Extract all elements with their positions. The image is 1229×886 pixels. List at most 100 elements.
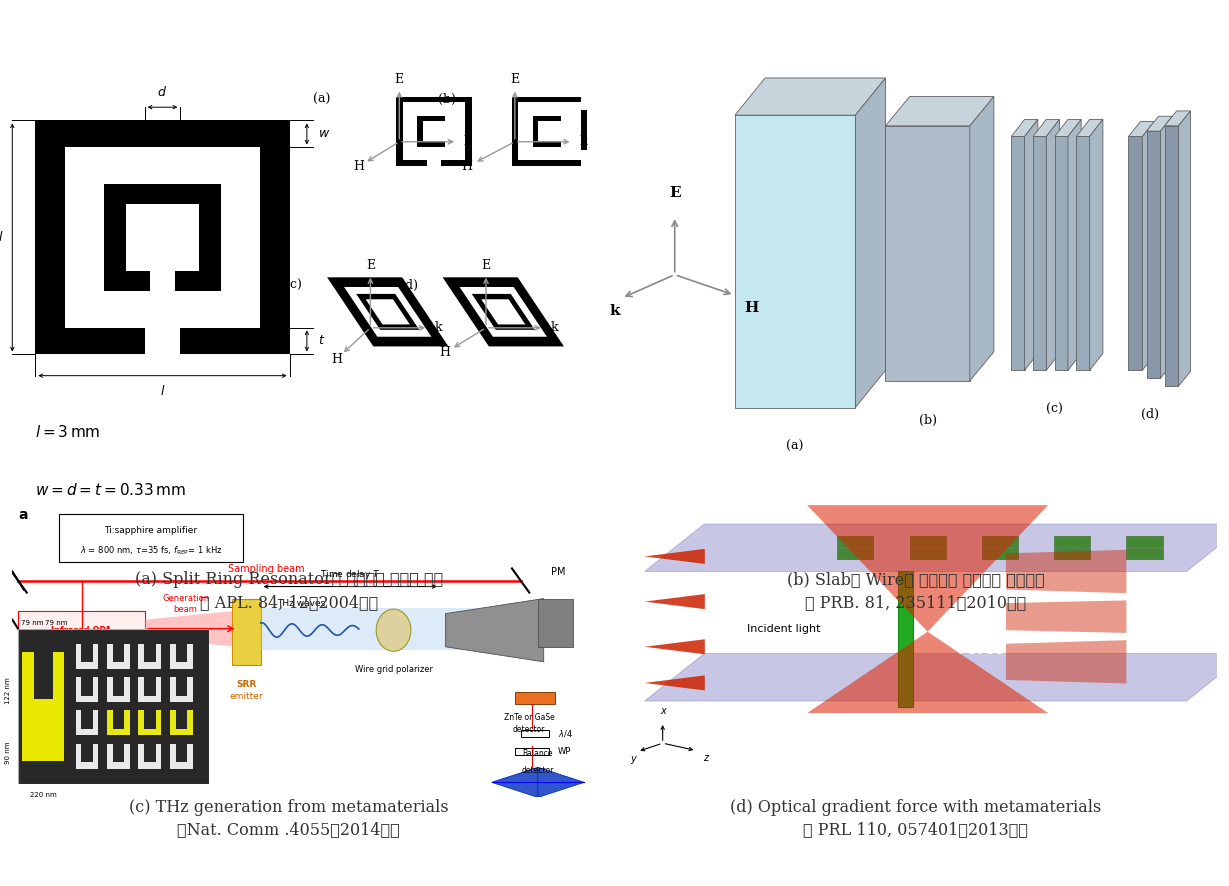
- Text: H: H: [462, 160, 473, 174]
- Bar: [65, 147, 261, 328]
- Bar: [560, 115, 567, 147]
- Text: $\tau$=140 fs: $\tau$=140 fs: [64, 649, 100, 661]
- Text: Sampling beam: Sampling beam: [229, 564, 305, 574]
- Text: PM: PM: [551, 568, 565, 578]
- Text: (c): (c): [285, 279, 302, 291]
- Polygon shape: [1046, 120, 1059, 370]
- Text: x: x: [660, 706, 666, 716]
- Text: H: H: [440, 346, 451, 360]
- Polygon shape: [1011, 136, 1025, 370]
- Polygon shape: [735, 115, 855, 408]
- Bar: [538, 599, 573, 647]
- Bar: [837, 548, 874, 559]
- Text: emitter: emitter: [230, 692, 263, 701]
- Polygon shape: [644, 595, 705, 610]
- Polygon shape: [1034, 120, 1059, 136]
- Text: (c): (c): [1046, 403, 1063, 416]
- Text: THz waves: THz waves: [277, 599, 326, 608]
- Polygon shape: [107, 744, 130, 768]
- Text: H: H: [353, 160, 364, 174]
- Text: $\lambda$ = 800 nm, $\tau$=35 fs, $f_\mathrm{REP}$= 1 kHz: $\lambda$ = 800 nm, $\tau$=35 fs, $f_\ma…: [80, 544, 222, 557]
- Polygon shape: [107, 711, 130, 735]
- Bar: [428, 159, 440, 166]
- Bar: [982, 548, 1018, 559]
- Text: (d) Optical gradient force with metamaterials: (d) Optical gradient force with metamate…: [730, 799, 1101, 816]
- Polygon shape: [644, 675, 705, 690]
- Bar: [445, 115, 451, 147]
- Bar: [1126, 548, 1163, 559]
- Polygon shape: [356, 294, 419, 330]
- Text: $t$: $t$: [318, 334, 326, 347]
- Polygon shape: [1054, 120, 1082, 136]
- Polygon shape: [644, 640, 705, 654]
- Text: $w = d = t = 0.33\,\mathrm{mm}$: $w = d = t = 0.33\,\mathrm{mm}$: [36, 482, 187, 498]
- Polygon shape: [472, 294, 535, 330]
- Polygon shape: [1011, 120, 1037, 136]
- Polygon shape: [107, 677, 130, 702]
- Text: k: k: [551, 322, 558, 334]
- Text: k: k: [463, 136, 471, 148]
- Polygon shape: [139, 711, 161, 735]
- Bar: [909, 548, 946, 559]
- Bar: [22, 652, 64, 761]
- Text: 220 nm: 220 nm: [29, 792, 57, 798]
- Polygon shape: [855, 78, 885, 408]
- Polygon shape: [460, 287, 547, 337]
- Bar: [897, 571, 913, 707]
- Polygon shape: [107, 644, 130, 669]
- Polygon shape: [735, 78, 885, 115]
- Text: $\lambda$=1,100–2,600 nm: $\lambda$=1,100–2,600 nm: [44, 638, 119, 649]
- Polygon shape: [445, 599, 543, 662]
- Bar: [104, 183, 221, 291]
- Text: $w$: $w$: [318, 128, 331, 141]
- Text: detector: detector: [522, 766, 554, 774]
- Polygon shape: [885, 97, 994, 126]
- Text: k: k: [579, 136, 586, 148]
- Text: (a) Split Ring Resonator와 전자파의 다양한 조합: (a) Split Ring Resonator와 전자파의 다양한 조합: [135, 571, 442, 588]
- Polygon shape: [970, 97, 994, 381]
- Bar: [580, 150, 587, 166]
- Text: $l$: $l$: [0, 230, 4, 245]
- Polygon shape: [170, 677, 193, 702]
- Polygon shape: [1142, 121, 1154, 370]
- Bar: [125, 204, 199, 271]
- Polygon shape: [807, 632, 1048, 713]
- Text: WP: WP: [558, 747, 571, 756]
- Text: H: H: [331, 353, 342, 366]
- Polygon shape: [1128, 121, 1154, 136]
- Text: (a): (a): [312, 93, 331, 105]
- Text: Wire grid polarizer: Wire grid polarizer: [354, 664, 433, 674]
- Text: （Nat. Comm .4055（2014））: （Nat. Comm .4055（2014））: [177, 821, 401, 838]
- Text: H: H: [745, 301, 758, 315]
- Polygon shape: [1025, 120, 1037, 370]
- Polygon shape: [170, 711, 193, 735]
- Text: (b): (b): [438, 93, 456, 105]
- Polygon shape: [327, 277, 449, 346]
- Bar: [1054, 548, 1090, 559]
- Polygon shape: [261, 608, 485, 649]
- Text: k: k: [610, 304, 621, 318]
- Bar: [519, 103, 580, 159]
- Text: E: E: [366, 259, 375, 272]
- Text: 122 nm: 122 nm: [5, 678, 11, 704]
- Text: Force: Force: [957, 642, 1005, 657]
- Polygon shape: [492, 767, 538, 797]
- Text: (c) THz generation from metamaterials: (c) THz generation from metamaterials: [129, 799, 449, 816]
- Polygon shape: [1147, 116, 1172, 131]
- Text: Generation
beam: Generation beam: [162, 595, 209, 614]
- Polygon shape: [75, 711, 98, 735]
- Text: E: E: [510, 73, 520, 86]
- Bar: [580, 95, 587, 111]
- Polygon shape: [1005, 641, 1126, 683]
- Polygon shape: [1077, 120, 1102, 136]
- Text: 79 nm: 79 nm: [45, 620, 68, 626]
- Ellipse shape: [376, 610, 410, 651]
- Polygon shape: [170, 711, 193, 735]
- Bar: [1126, 536, 1163, 547]
- Text: Time delay $T$: Time delay $T$: [320, 568, 381, 580]
- Bar: [59, 514, 243, 563]
- Polygon shape: [807, 505, 1048, 632]
- Polygon shape: [75, 644, 98, 669]
- Polygon shape: [107, 711, 130, 735]
- Text: E: E: [395, 73, 404, 86]
